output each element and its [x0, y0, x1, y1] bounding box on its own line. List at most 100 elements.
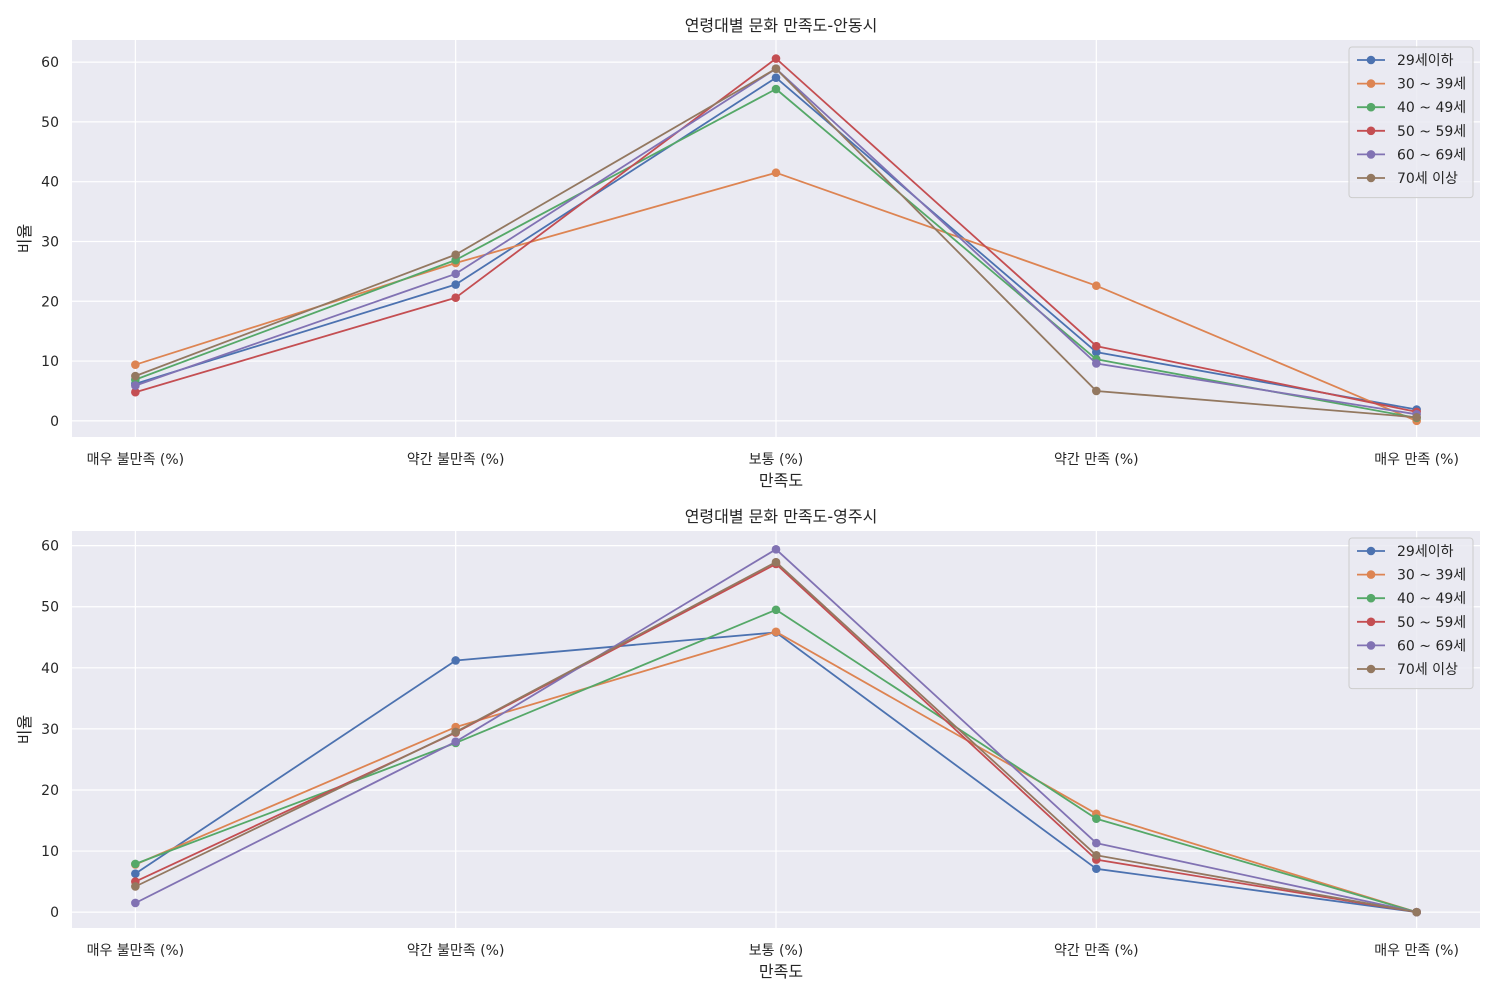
data-point [1412, 412, 1421, 422]
legend-entry: 29세이하 [1357, 53, 1454, 69]
legend-marker [1366, 102, 1376, 112]
legend-marker [1366, 126, 1376, 136]
legend-entry: 40 ~ 49세 [1357, 100, 1466, 116]
legend: 29세이하 30 ~ 39세 40 ~ 49세 50 ~ 59세 60 ~ 69세 70세… [1348, 46, 1474, 199]
data-point [451, 269, 460, 279]
legend-entry: 50 ~ 59세 [1357, 615, 1466, 631]
legend-entry: 29세이하 [1357, 544, 1454, 560]
x-tick-label: 매우 만족 (%) [1374, 943, 1459, 959]
legend-entry: 30 ~ 39세 [1357, 568, 1466, 584]
y-tick-labels: 0 10 20 30 40 50 60 [41, 539, 59, 921]
legend-entry: 60 ~ 69세 [1357, 147, 1466, 163]
x-tick-labels: 매우 불만족 (%) 약간 불만족 (%) 보통 (%) 약간 만족 (%) 매우 만족… [87, 452, 1459, 468]
x-tick-label: 보통 (%) [749, 943, 803, 959]
x-tick-labels: 매우 불만족 (%) 약간 불만족 (%) 보통 (%) 약간 만족 (%) 매우 만족… [87, 943, 1459, 959]
legend-label: 50 ~ 59세 [1397, 615, 1466, 631]
y-tick-label: 30 [41, 234, 59, 250]
legend-entry: 70세 이상 [1357, 662, 1458, 678]
chart-title: 연령대별 문화 만족도-안동시 [685, 16, 878, 35]
legend-entry: 60 ~ 69세 [1357, 638, 1466, 654]
data-point [451, 250, 460, 259]
legend-marker [1366, 150, 1376, 159]
legend-marker [1366, 55, 1376, 65]
x-tick-label: 매우 불만족 (%) [87, 452, 185, 468]
legend-marker [1366, 641, 1376, 650]
y-tick-label: 50 [41, 115, 59, 131]
data-point [771, 545, 781, 554]
y-tick-label: 60 [41, 55, 59, 71]
data-point [131, 360, 140, 369]
x-tick-label: 매우 만족 (%) [1374, 452, 1459, 468]
x-tick-label: 약간 불만족 (%) [407, 452, 505, 468]
legend-label: 29세이하 [1397, 53, 1454, 69]
y-tick-label: 10 [41, 844, 59, 860]
data-point [131, 381, 140, 390]
data-point [1092, 359, 1101, 368]
y-tick-label: 20 [41, 294, 59, 310]
legend: 29세이하 30 ~ 39세 40 ~ 49세 50 ~ 59세 60 ~ 69세 70세… [1348, 537, 1474, 690]
legend-label: 50 ~ 59세 [1397, 124, 1466, 140]
data-point [451, 727, 460, 737]
data-point [771, 84, 781, 94]
legend-marker [1366, 617, 1376, 627]
series-6 [131, 64, 1421, 422]
data-point [1412, 907, 1421, 917]
x-tick-label: 약간 만족 (%) [1054, 452, 1139, 468]
legend-marker [1366, 173, 1376, 183]
y-tick-label: 40 [41, 175, 59, 191]
data-point [1092, 281, 1101, 291]
data-point [451, 293, 460, 302]
data-point [131, 387, 140, 397]
x-tick-label: 약간 불만족 (%) [407, 943, 505, 959]
chart-1: 0 10 20 30 40 50 60 매우 불만족 (%) 약간 불만족 (%) 보통 (%) 약… [15, 16, 1480, 490]
legend-marker [1366, 593, 1376, 603]
chart-title: 연령대별 문화 만족도-영주시 [685, 507, 878, 526]
y-tick-label: 20 [41, 783, 59, 799]
legend-label: 40 ~ 49세 [1397, 100, 1466, 116]
data-point [131, 859, 140, 869]
legend-marker [1366, 546, 1376, 556]
y-tick-label: 0 [50, 905, 59, 921]
x-tick-label: 보통 (%) [749, 452, 803, 468]
data-point [771, 605, 781, 615]
data-point [451, 737, 460, 747]
y-tick-label: 50 [41, 600, 59, 616]
y-axis-label: 비율 [15, 715, 34, 744]
x-axis-label: 만족도 [759, 962, 803, 981]
legend-label: 29세이하 [1397, 544, 1454, 560]
x-tick-label: 매우 불만족 (%) [87, 943, 185, 959]
legend-label: 60 ~ 69세 [1397, 638, 1466, 654]
series-2 [131, 168, 1421, 426]
data-point [131, 882, 140, 891]
legend-label: 30 ~ 39세 [1397, 77, 1466, 93]
data-point [1092, 851, 1101, 860]
y-tick-label: 60 [41, 539, 59, 555]
data-point [771, 54, 781, 63]
legend-entry: 40 ~ 49세 [1357, 591, 1466, 607]
series-6 [131, 557, 1421, 917]
y-axis-label: 비율 [15, 224, 34, 253]
data-point [131, 898, 140, 908]
legend-entry: 50 ~ 59세 [1357, 124, 1466, 140]
data-point [1092, 341, 1101, 351]
legend-label: 40 ~ 49세 [1397, 591, 1466, 607]
data-point [1092, 838, 1101, 848]
x-tick-label: 약간 만족 (%) [1054, 943, 1139, 959]
legend-marker [1366, 570, 1376, 579]
data-point [771, 168, 781, 178]
y-tick-labels: 0 10 20 30 40 50 60 [41, 55, 59, 430]
legend-marker [1366, 664, 1376, 674]
data-point [771, 557, 781, 567]
legend-marker [1366, 79, 1376, 88]
legend-entry: 30 ~ 39세 [1357, 77, 1466, 93]
legend-box [1348, 46, 1474, 199]
data-point [451, 656, 460, 665]
data-point [1092, 864, 1101, 874]
y-tick-label: 40 [41, 661, 59, 677]
y-tick-label: 10 [41, 354, 59, 370]
data-point [1092, 347, 1101, 357]
data-point [1092, 386, 1101, 396]
data-point [771, 64, 781, 73]
chart-2: 0 10 20 30 40 50 60 매우 불만족 (%) 약간 불만족 (%) 보통 (%) 약… [15, 507, 1480, 981]
